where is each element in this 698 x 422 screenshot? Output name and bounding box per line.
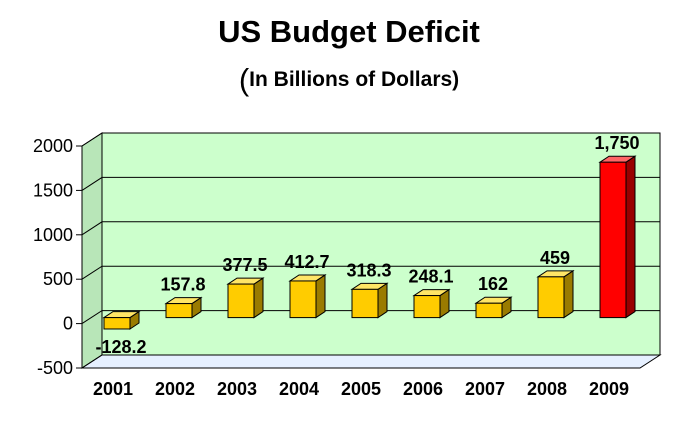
data-label: 377.5: [222, 255, 267, 275]
plot-back-wall: [101, 132, 661, 356]
bar: [103, 317, 131, 330]
bar-highlight: [599, 161, 627, 319]
subtitle-open-paren: (: [238, 62, 250, 97]
bar: [351, 288, 379, 319]
chart-subtitle: (In Billions of Dollars): [0, 58, 698, 97]
data-label: 412.7: [284, 252, 329, 272]
bar: [227, 283, 255, 319]
gridline: [81, 132, 660, 147]
gridline: [81, 354, 660, 369]
x-category-label: 2006: [403, 379, 443, 399]
y-tick-label: 1000: [33, 225, 73, 245]
bar: [289, 280, 317, 319]
bar-side: [625, 155, 636, 319]
data-label: 248.1: [408, 267, 453, 287]
x-category-label: 2001: [93, 379, 133, 399]
y-tick-label: -500: [37, 358, 73, 378]
gridline: [81, 176, 660, 191]
bar: [475, 302, 503, 319]
x-category-label: 2005: [341, 379, 381, 399]
plot-floor: [80, 354, 662, 369]
plot-side-wall: [81, 132, 103, 369]
data-label: 157.8: [160, 275, 205, 295]
chart-title: US Budget Deficit: [218, 14, 480, 49]
gridline: [81, 310, 660, 325]
y-tick-label: 500: [43, 269, 73, 289]
x-category-label: 2003: [217, 379, 257, 399]
x-category-label: 2004: [279, 379, 319, 399]
gridline: [81, 265, 660, 280]
x-category-label: 2008: [527, 379, 567, 399]
x-category-label: 2009: [589, 379, 629, 399]
bar-side: [253, 277, 264, 319]
data-label: 318.3: [346, 260, 391, 280]
y-tick-label: 1500: [33, 180, 73, 200]
data-label: 459: [540, 248, 570, 268]
data-label: 1,750: [594, 133, 639, 153]
bar-side: [563, 269, 574, 319]
bar: [165, 303, 193, 319]
y-tick-label: 0: [63, 314, 73, 334]
subtitle-text: In Billions of Dollars): [249, 68, 460, 91]
data-label: -128.2: [95, 337, 146, 357]
x-category-label: 2002: [155, 379, 195, 399]
bar: [413, 295, 441, 319]
gridline: [81, 221, 660, 236]
bar: [537, 276, 565, 319]
x-category-label: 2007: [465, 379, 505, 399]
data-label: 162: [478, 274, 508, 294]
y-tick-label: 2000: [33, 136, 73, 156]
bar-side: [315, 274, 326, 319]
